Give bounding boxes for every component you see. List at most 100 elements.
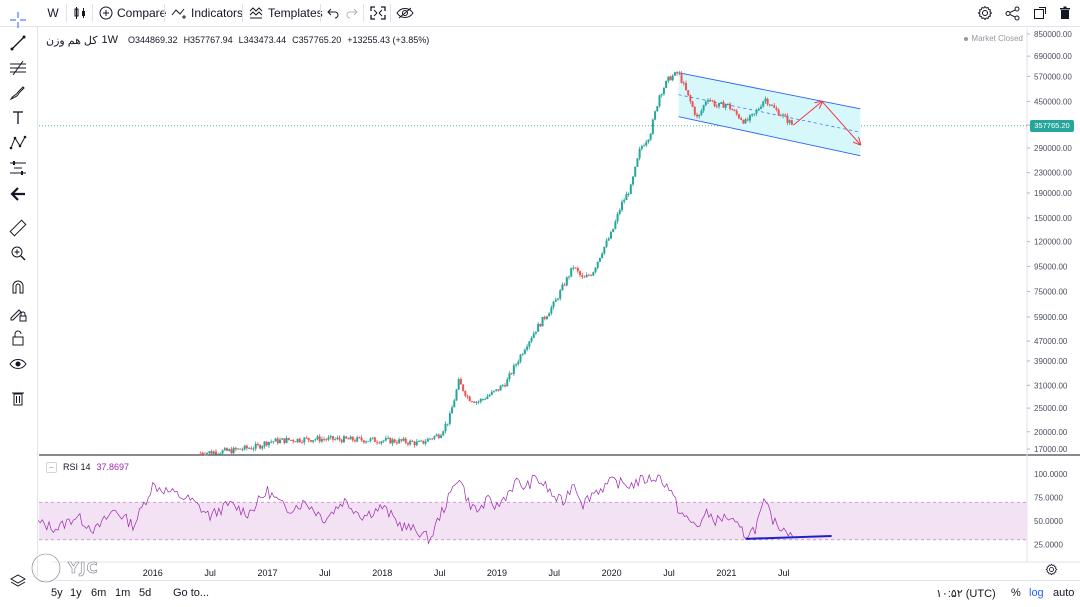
redo-button[interactable] bbox=[346, 0, 358, 26]
rsi-title[interactable]: RSI 14 bbox=[63, 462, 91, 472]
candle-body bbox=[572, 267, 575, 269]
candle-body bbox=[484, 398, 487, 400]
undo-button[interactable] bbox=[327, 0, 339, 26]
candle-body bbox=[214, 451, 217, 455]
collapse-pane-button[interactable]: – bbox=[46, 461, 57, 473]
candles-icon bbox=[74, 7, 85, 19]
candle-body bbox=[323, 439, 326, 440]
candle-body bbox=[294, 441, 297, 443]
symbol-name[interactable]: کل هم وزن bbox=[46, 34, 98, 47]
price-axis-label: 17000.00 bbox=[1034, 445, 1068, 454]
settings-button[interactable] bbox=[977, 0, 993, 26]
open-value: O344869.32 bbox=[128, 35, 178, 45]
candle-body bbox=[358, 437, 361, 438]
prediction-tool[interactable] bbox=[8, 158, 28, 178]
text-tool[interactable] bbox=[8, 108, 28, 128]
range-1y-button[interactable]: 1y bbox=[70, 587, 82, 599]
candle-body bbox=[422, 440, 425, 444]
pattern-tool[interactable] bbox=[8, 133, 28, 153]
range-5y-button[interactable]: 5y bbox=[51, 587, 63, 599]
price-axis-label: 59000.00 bbox=[1034, 313, 1068, 322]
candle-body bbox=[285, 437, 288, 443]
time-axis-label: Jul bbox=[434, 568, 446, 578]
back-tool[interactable] bbox=[8, 184, 28, 204]
interval-button[interactable]: W bbox=[42, 0, 64, 26]
compare-label: Compare bbox=[117, 6, 167, 20]
indicators-button[interactable]: Indicators bbox=[171, 0, 243, 26]
candle-body bbox=[684, 83, 687, 91]
delete-button[interactable] bbox=[1059, 0, 1071, 26]
compare-button[interactable]: Compare bbox=[99, 0, 166, 26]
range-5d-button[interactable]: 5d bbox=[139, 587, 152, 599]
yjc-watermark: YJC bbox=[28, 550, 98, 586]
fullscreen-button[interactable] bbox=[370, 0, 386, 26]
candle-body bbox=[281, 438, 284, 440]
zoom-tool[interactable] bbox=[8, 243, 28, 263]
candle-body bbox=[779, 115, 782, 117]
candle-body bbox=[704, 101, 707, 106]
rsi-value: 37.8697 bbox=[96, 462, 130, 472]
candle-body bbox=[698, 114, 701, 117]
range-6m-button[interactable]: 6m bbox=[91, 587, 107, 599]
lock-all-tool[interactable] bbox=[8, 328, 28, 348]
interval-label: W bbox=[47, 6, 59, 20]
candle-body bbox=[554, 299, 557, 302]
price-axis-label: 120000.00 bbox=[1034, 238, 1072, 247]
brush-tool[interactable] bbox=[8, 83, 28, 103]
toolbar-divider bbox=[320, 4, 321, 22]
goto-date-button[interactable]: Go to... bbox=[173, 587, 210, 599]
time-axis-label: 2018 bbox=[372, 568, 392, 578]
candle-body bbox=[678, 72, 681, 74]
candle-body bbox=[466, 395, 469, 397]
candle-body bbox=[382, 440, 385, 442]
lock-drawing-tool[interactable] bbox=[8, 303, 28, 323]
candle-body bbox=[230, 449, 233, 454]
candle-body bbox=[336, 437, 339, 439]
chart-style-button[interactable] bbox=[73, 0, 87, 26]
snapshot-button[interactable] bbox=[396, 0, 414, 26]
time-axis-settings-button[interactable] bbox=[1045, 563, 1058, 581]
measure-tool[interactable] bbox=[8, 218, 28, 238]
remove-drawings-tool[interactable] bbox=[8, 388, 28, 408]
magnet-tool[interactable] bbox=[8, 277, 28, 297]
candle-body bbox=[656, 106, 659, 112]
candle-body bbox=[759, 106, 762, 109]
object-tree-tool[interactable] bbox=[8, 571, 28, 591]
auto-scale-button[interactable]: auto bbox=[1053, 587, 1075, 599]
range-1m-button[interactable]: 1m bbox=[115, 587, 131, 599]
clock-label[interactable]: ۱۰:۵۲ (UTC) bbox=[936, 588, 996, 600]
candle-body bbox=[314, 439, 317, 441]
candle-body bbox=[532, 333, 535, 338]
visibility-tool[interactable] bbox=[8, 354, 28, 374]
rsi-legend: – RSI 14 37.8697 bbox=[46, 461, 129, 473]
time-axis: 2016 Jul 2017 Jul 2018 Jul 2019 Jul 2020 Jul 2021 J… bbox=[143, 568, 790, 578]
popout-button[interactable] bbox=[1033, 0, 1047, 26]
candle-body bbox=[649, 133, 652, 140]
candle-body bbox=[232, 447, 235, 454]
candle-body bbox=[250, 448, 253, 450]
candle-body bbox=[384, 438, 387, 441]
candle-body bbox=[455, 389, 458, 401]
candle-body bbox=[475, 401, 478, 403]
fib-tool[interactable] bbox=[8, 58, 28, 78]
candle-body bbox=[660, 94, 663, 96]
candle-body bbox=[519, 354, 522, 362]
log-scale-button[interactable]: log bbox=[1029, 587, 1044, 599]
candle-body bbox=[543, 316, 546, 319]
candle-body bbox=[283, 438, 286, 443]
trendline-tool[interactable] bbox=[8, 33, 28, 53]
templates-button[interactable]: Templates bbox=[249, 0, 323, 26]
redo-icon bbox=[346, 8, 358, 19]
candle-body bbox=[647, 139, 650, 143]
share-button[interactable] bbox=[1005, 0, 1020, 26]
candle-body bbox=[395, 442, 398, 444]
candle-body bbox=[338, 437, 341, 440]
candle-body bbox=[429, 438, 432, 440]
crosshair-tool[interactable] bbox=[8, 10, 28, 30]
candle-body bbox=[788, 120, 791, 123]
candle-body bbox=[316, 436, 319, 440]
rsi-pane: 100.0000 75.0000 50.0000 25.0000 bbox=[37, 470, 1068, 550]
percent-scale-button[interactable]: % bbox=[1011, 587, 1021, 599]
candle-body bbox=[707, 100, 710, 102]
